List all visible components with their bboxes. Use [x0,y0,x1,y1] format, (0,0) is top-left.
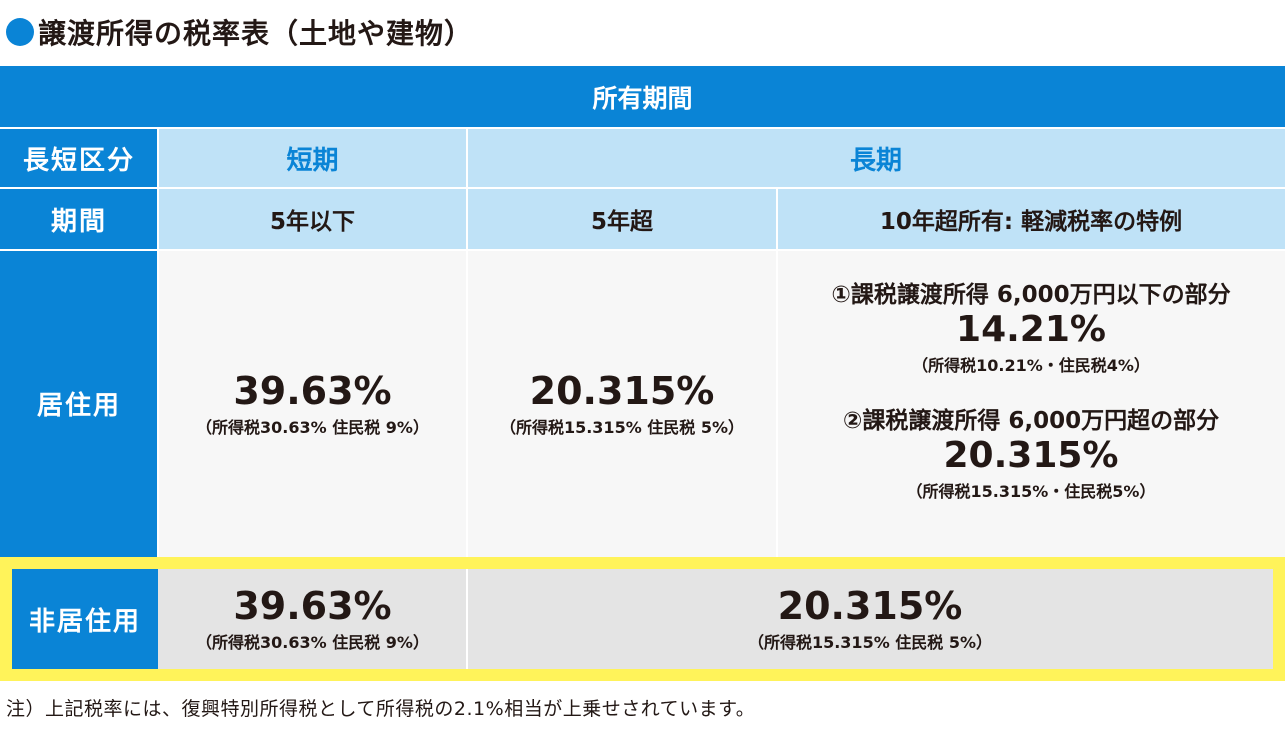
period-long-over10-text: 10年超所有: 軽減税率の特例 [879,209,1183,235]
page-title: 譲渡所得の税率表（土地や建物） [6,12,473,52]
part2-rate: 20.315% [943,435,1119,476]
non-residential-short-rate: 39.63% [233,584,392,628]
part2-detail: （所得税15.315%・住民税5%） [906,482,1156,501]
ownership-period-header: 所有期間 [0,66,1285,128]
period-short-text: 5年以下 [269,209,355,235]
residential-short-rate: 39.63% [233,368,392,413]
divider [466,128,468,557]
non-residential-label: 非居住用 [12,569,158,669]
period-label: 期間 [0,188,158,250]
part2-label: ②課税譲渡所得 6,000万円超の部分 [842,408,1220,434]
bullet-circle-icon [6,18,34,46]
term-long: 長期 [467,128,1285,188]
footnote: 注）上記税率には、復興特別所得税として所得税の2.1%相当が上乗せされています。 [6,698,756,720]
tax-rate-table: 所有期間 長短区分 短期 長期 期間 5年以下 5年超 10年超所有: 軽減税率… [0,66,1285,681]
residential-label: 居住用 [0,250,158,557]
non-residential-label-text: 非居住用 [28,606,141,637]
period-short: 5年以下 [158,188,467,250]
non-residential-long-cell: 20.315% （所得税15.315% 住民税 5%） [467,569,1273,669]
period-long-over5: 5年超 [467,188,777,250]
residential-label-text: 居住用 [36,391,121,421]
residential-short-cell: 39.63% （所得税30.63% 住民税 9%） [158,250,467,557]
period-label-text: 期間 [50,206,107,237]
period-long-over5-text: 5年超 [590,209,653,235]
residential-long-over5-detail: （所得税15.315% 住民税 5%） [499,417,745,437]
page-title-text: 譲渡所得の税率表（土地や建物） [38,17,474,50]
non-residential-long-rate: 20.315% [777,584,963,628]
divider [0,249,1285,251]
term-short: 短期 [158,128,467,188]
residential-long-over5-cell: 20.315% （所得税15.315% 住民税 5%） [467,250,777,557]
non-residential-short-cell: 39.63% （所得税30.63% 住民税 9%） [158,569,467,669]
ownership-period-text: 所有期間 [592,84,693,113]
part1-rate: 14.21% [956,309,1106,350]
period-long-over10: 10年超所有: 軽減税率の特例 [777,188,1285,250]
part1-detail: （所得税10.21%・住民税4%） [912,356,1150,375]
term-long-text: 長期 [849,145,902,176]
non-residential-short-detail: （所得税30.63% 住民税 9%） [196,633,429,652]
divider [0,127,1285,129]
non-residential-long-detail: （所得税15.315% 住民税 5%） [747,633,993,652]
divider [157,128,159,557]
divider [0,187,1285,189]
category-label: 長短区分 [0,128,158,188]
residential-long-over5-rate: 20.315% [529,368,715,413]
residential-short-detail: （所得税30.63% 住民税 9%） [196,417,429,437]
divider [466,569,468,669]
part1-label: ①課税譲渡所得 6,000万円以下の部分 [831,282,1231,308]
term-short-text: 短期 [286,145,339,176]
divider [776,188,778,557]
residential-long-over10-cell: ①課税譲渡所得 6,000万円以下の部分 14.21% （所得税10.21%・住… [777,250,1285,557]
category-label-text: 長短区分 [22,145,135,176]
